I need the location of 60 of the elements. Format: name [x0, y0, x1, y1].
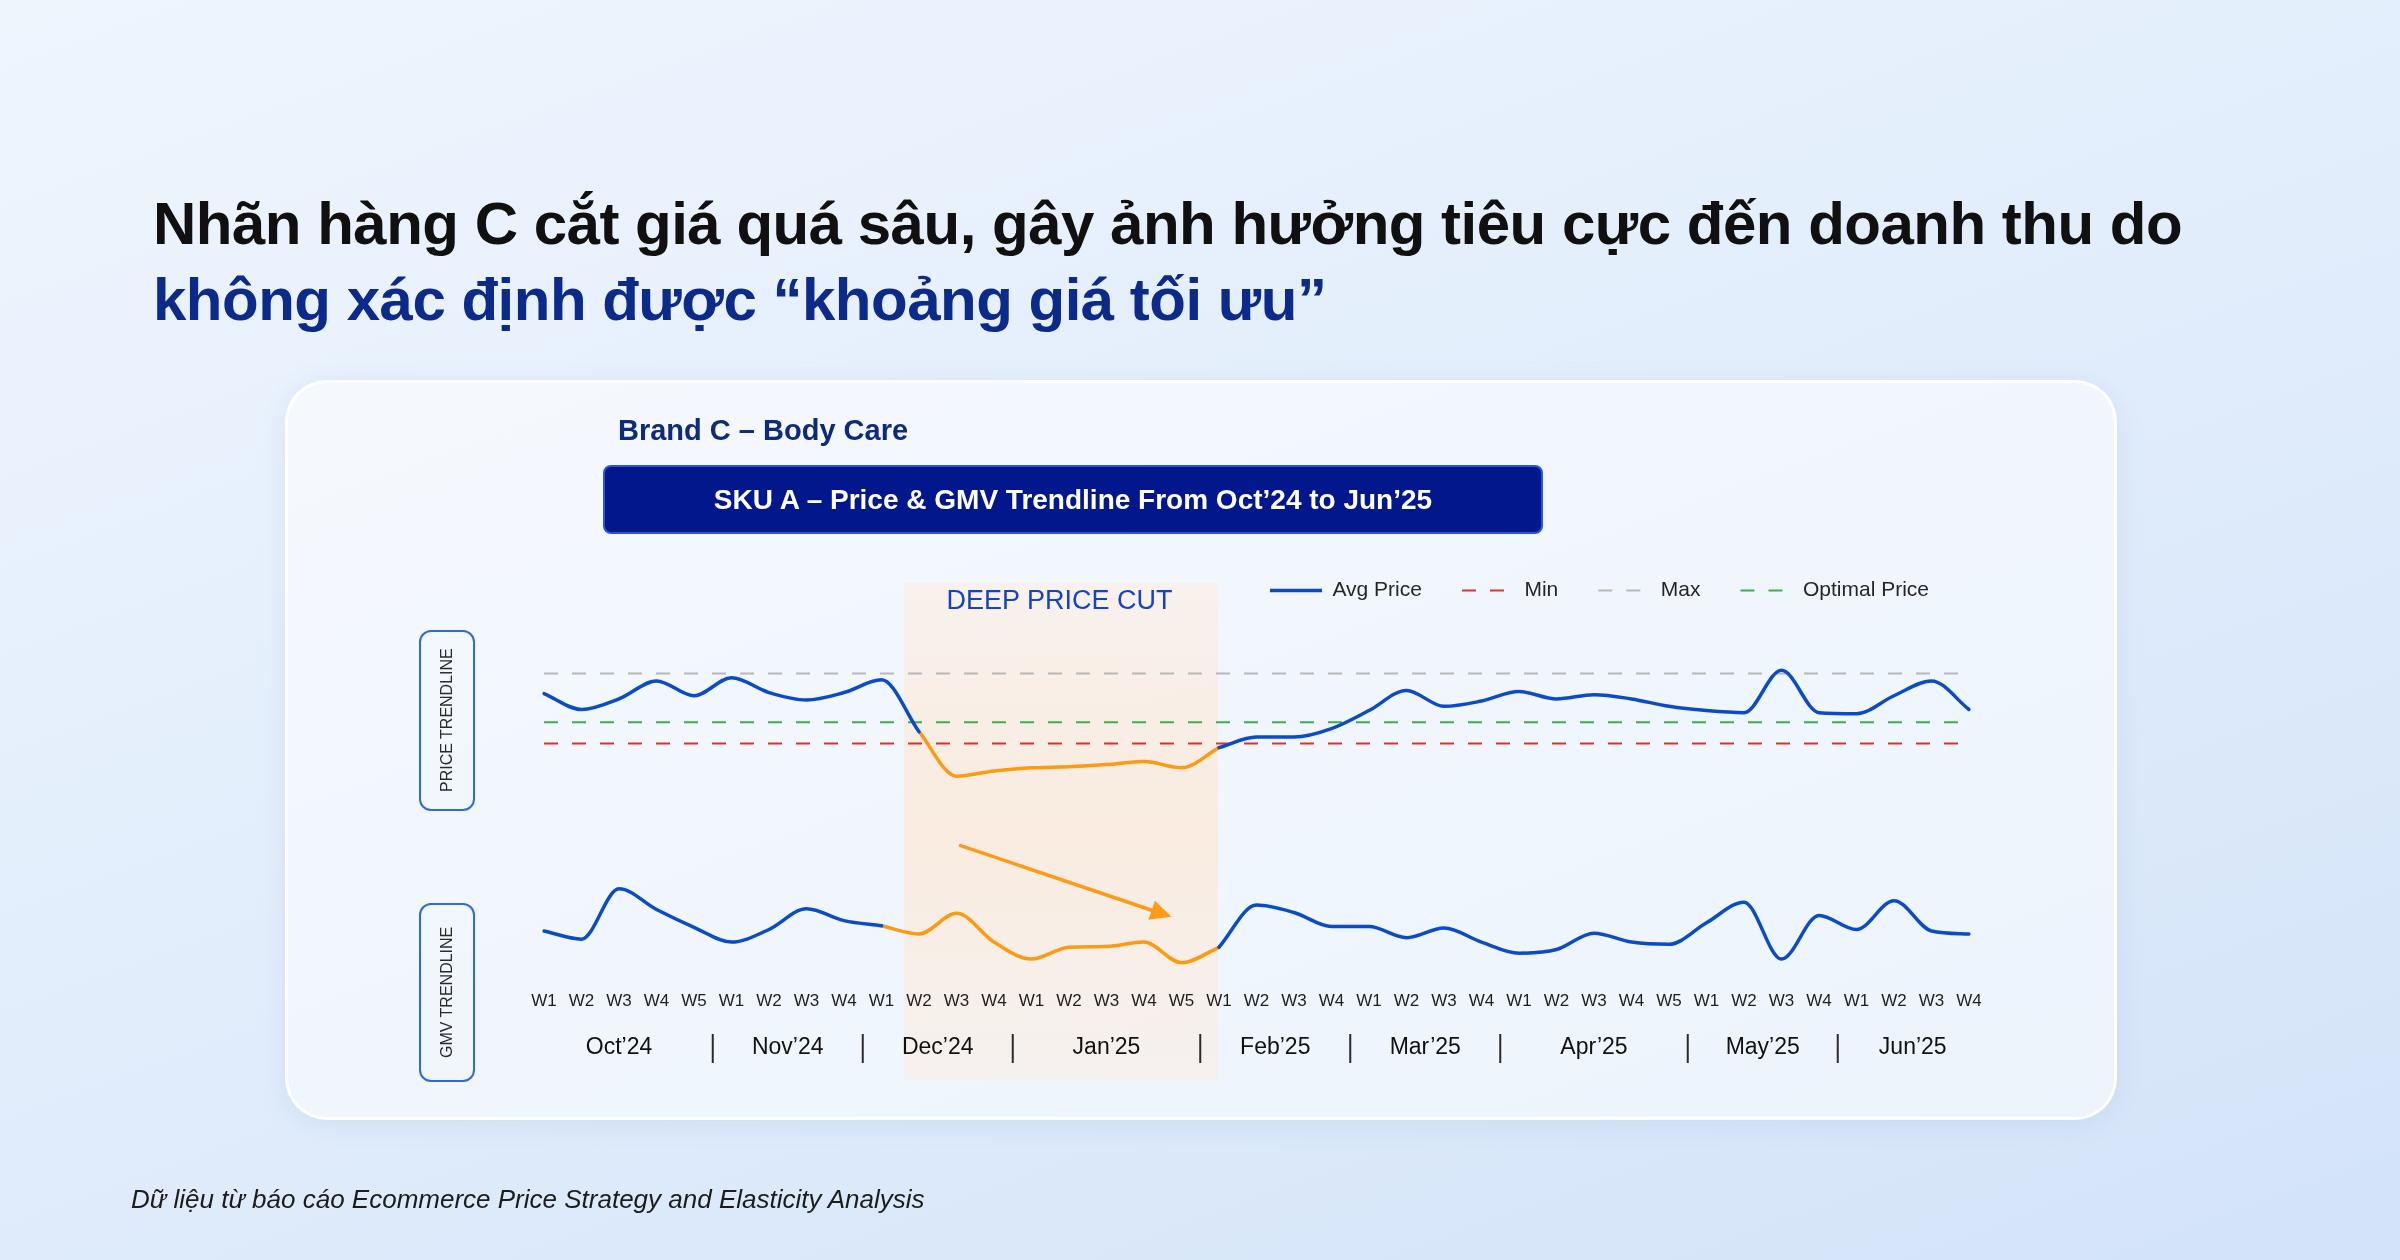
- text: DEEP PRICE CUT: [945, 585, 1174, 616]
- x-tick-label: W4: [831, 991, 857, 1011]
- chart-subtitle: không xác định được “khoảng giá tối ưu”: [153, 265, 1327, 334]
- x-tick-label: W3: [943, 991, 970, 1011]
- x-tick-label: W2: [756, 991, 782, 1011]
- x-tick-label: W4: [1131, 991, 1157, 1011]
- x-tick-label: W2: [1881, 991, 1907, 1011]
- x-tick-label: W1: [1506, 991, 1532, 1011]
- y-axis-title: PRICE TRENDLINE: [419, 630, 475, 811]
- x-tick-label: W5: [1168, 991, 1195, 1011]
- x-tick-label: W3: [606, 991, 632, 1011]
- x-tick-label: W1: [868, 991, 895, 1011]
- legend-label: Optimal Price: [1802, 577, 1929, 601]
- x-tick-label: W4: [1468, 991, 1495, 1011]
- text: SKU A – Price & GMV Trendline From Oct’24 to Jun’25: [603, 465, 1543, 534]
- legend-label: Min: [1524, 577, 1559, 601]
- x-tick-label: W2: [1056, 991, 1082, 1011]
- x-tick-label: W2: [1543, 991, 1570, 1011]
- text: Oct’24: [585, 1033, 653, 1060]
- x-tick-label: W4: [1956, 991, 1982, 1011]
- text: Jun’25: [1878, 1033, 1947, 1060]
- x-tick-label: W4: [643, 991, 670, 1011]
- x-tick-label: W3: [793, 991, 820, 1011]
- x-tick-label: W1: [1843, 991, 1870, 1011]
- x-tick-label: W4: [1806, 991, 1832, 1011]
- x-tick-label: W3: [1093, 991, 1120, 1011]
- x-tick-label: W3: [1281, 991, 1307, 1011]
- x-tick-label: W3: [1768, 991, 1795, 1011]
- x-tick-label: W4: [981, 991, 1007, 1011]
- text: Apr’25: [1560, 1033, 1628, 1060]
- text: Nov’24: [751, 1033, 824, 1060]
- text: Mar’25: [1389, 1033, 1461, 1060]
- text: Jan’25: [1072, 1033, 1141, 1060]
- x-tick-label: W2: [906, 991, 932, 1011]
- x-tick-label: W1: [1206, 991, 1232, 1011]
- x-tick-label: W1: [1356, 991, 1382, 1011]
- x-tick-label: W4: [1318, 991, 1345, 1011]
- x-tick-label: W2: [1243, 991, 1270, 1011]
- x-tick-label: W2: [1393, 991, 1420, 1011]
- x-tick-label: W4: [1618, 991, 1645, 1011]
- text: Brand C – Body Care: [618, 414, 909, 447]
- x-tick-label: W1: [531, 991, 557, 1011]
- text: Feb’25: [1240, 1033, 1311, 1060]
- x-tick-label: W1: [1018, 991, 1045, 1011]
- x-tick-label: W5: [1656, 991, 1682, 1011]
- text: Dữ liệu từ báo cáo Ecommerce Price Strategy and Elasticity Analysis: [131, 1184, 925, 1215]
- x-tick-label: W3: [1918, 991, 1945, 1011]
- x-tick-label: W2: [568, 991, 595, 1011]
- x-tick-label: W1: [1693, 991, 1720, 1011]
- legend-label: Avg Price: [1332, 577, 1422, 601]
- x-tick-label: W5: [681, 991, 707, 1011]
- chart-title: Nhãn hàng C cắt giá quá sâu, gây ảnh hưởng tiêu cực đến doanh thu do: [153, 189, 2183, 258]
- y-axis-title: GMV TRENDLINE: [419, 903, 475, 1082]
- text: Dec’24: [901, 1033, 974, 1060]
- x-tick-label: W3: [1581, 991, 1607, 1011]
- x-tick-label: W1: [718, 991, 745, 1011]
- legend-label: Max: [1660, 577, 1701, 601]
- text: May’25: [1725, 1033, 1800, 1060]
- x-tick-label: W2: [1731, 991, 1757, 1011]
- x-tick-label: W3: [1431, 991, 1457, 1011]
